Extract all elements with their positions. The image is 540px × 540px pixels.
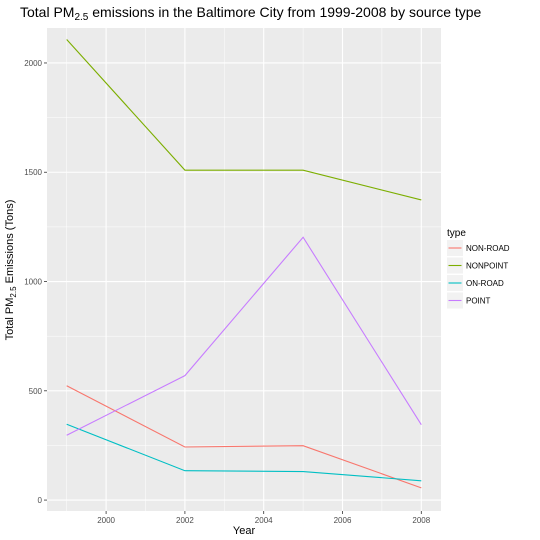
series-line-nonpoint (66, 39, 422, 201)
x-tick-label: 2002 (176, 516, 194, 525)
y-tick-label: 2000 (24, 59, 42, 68)
series-line-non-road (66, 385, 422, 489)
series-line-on-road (66, 423, 422, 482)
legend-label-point: POINT (466, 297, 491, 306)
x-axis-title: Year (233, 525, 256, 537)
legend-label-nonpoint: NONPOINT (466, 262, 508, 271)
x-tick-label: 2008 (412, 516, 430, 525)
legend: type NON-ROAD NONPOINT ON-ROAD POINT (447, 228, 510, 309)
x-tick-label: 2006 (334, 516, 352, 525)
legend-label-on-road: ON-ROAD (466, 279, 504, 288)
y-axis-title: Total PM2.5 Emissions (Tons) (4, 200, 18, 341)
x-tick-label: 2000 (97, 516, 115, 525)
x-axis-ticks: 2000 2002 2004 2006 2008 (97, 511, 431, 525)
legend-label-non-road: NON-ROAD (466, 244, 510, 253)
series-lines (66, 39, 422, 489)
chart-title: Total PM2.5 emissions in the Baltimore C… (20, 4, 482, 23)
y-tick-label: 1500 (24, 168, 42, 177)
x-tick-label: 2004 (255, 516, 273, 525)
y-tick-label: 0 (38, 496, 43, 505)
gridlines (47, 28, 441, 511)
y-tick-label: 1000 (24, 278, 42, 287)
y-axis-ticks: 0 500 1000 1500 2000 (24, 59, 47, 505)
y-tick-label: 500 (29, 387, 43, 396)
plot-panel (47, 28, 441, 511)
legend-title: type (447, 228, 466, 239)
series-line-point (66, 236, 422, 436)
